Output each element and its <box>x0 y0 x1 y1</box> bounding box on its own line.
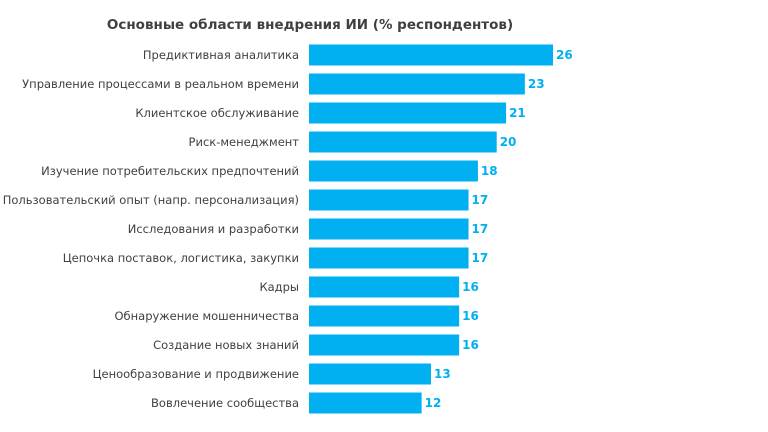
bar <box>309 276 460 298</box>
category-label: Изучение потребительских предпочтений <box>41 164 299 178</box>
bar <box>309 102 507 124</box>
bar <box>309 160 478 182</box>
bar <box>309 392 422 414</box>
category-label: Кадры <box>259 280 299 294</box>
category-label: Риск-менеджмент <box>189 135 300 149</box>
data-label: 17 <box>472 193 489 207</box>
data-label: 12 <box>425 396 442 410</box>
bar <box>309 334 460 356</box>
data-label: 18 <box>481 164 498 178</box>
bar <box>309 44 553 66</box>
category-label: Создание новых знаний <box>153 338 299 352</box>
data-label: 17 <box>472 222 489 236</box>
data-label: 17 <box>472 251 489 265</box>
category-label: Пользовательский опыт (напр. персонализа… <box>3 193 299 207</box>
data-label: 23 <box>528 77 545 91</box>
category-label: Ценообразование и продвижение <box>93 367 299 381</box>
bar <box>309 218 469 240</box>
category-label: Цепочка поставок, логистика, закупки <box>63 251 299 265</box>
bar <box>309 189 469 211</box>
bar <box>309 247 469 269</box>
category-label: Управление процессами в реальном времени <box>22 77 299 91</box>
data-label: 16 <box>462 309 479 323</box>
bar <box>309 131 497 153</box>
data-label: 20 <box>500 135 517 149</box>
data-label: 21 <box>509 106 526 120</box>
data-label: 26 <box>556 48 573 62</box>
category-label: Предиктивная аналитика <box>143 48 299 62</box>
data-label: 13 <box>434 367 451 381</box>
data-label: 16 <box>462 338 479 352</box>
category-label: Обнаружение мошенничества <box>114 309 299 323</box>
chart-title: Основные области внедрения ИИ (% респонд… <box>106 17 514 33</box>
category-label: Исследования и разработки <box>128 222 299 236</box>
bar <box>309 363 431 385</box>
bar <box>309 305 460 327</box>
category-label: Вовлечение сообщества <box>151 396 299 410</box>
bar <box>309 73 525 95</box>
data-label: 16 <box>462 280 479 294</box>
category-label: Клиентское обслуживание <box>135 106 299 120</box>
